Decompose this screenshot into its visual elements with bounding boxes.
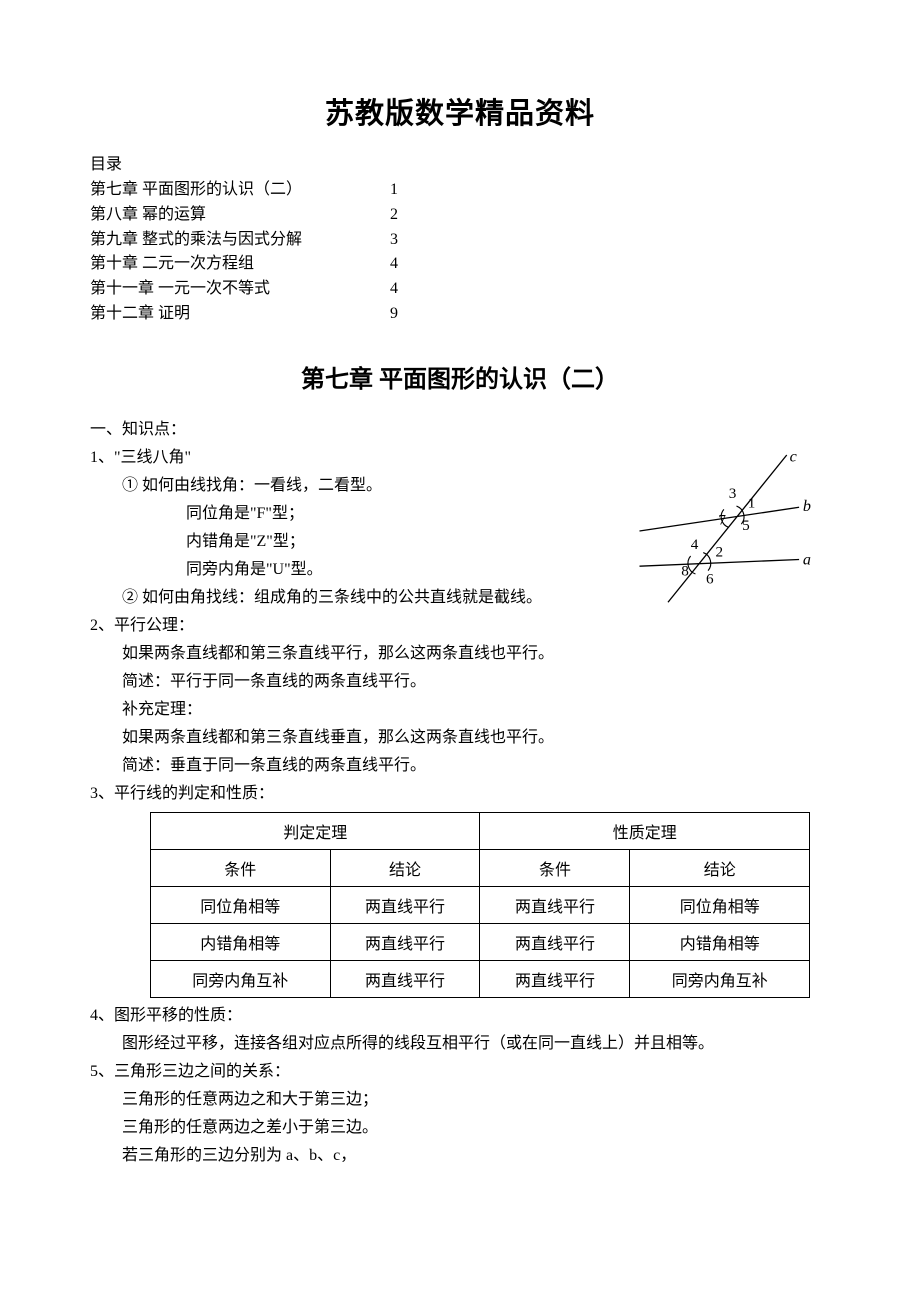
toc-page: 3 (390, 228, 420, 253)
toc-label: 第十一章 一元一次不等式 (90, 277, 390, 302)
toc-page: 2 (390, 203, 420, 228)
point-3-head: 3、平行线的判定和性质： (90, 780, 830, 808)
point-2-line: 如果两条直线都和第三条直线平行，那么这两条直线也平行。 (90, 640, 830, 668)
toc-label: 第十二章 证明 (90, 302, 390, 327)
toc-page: 9 (390, 302, 420, 327)
table-cell: 两直线平行 (480, 960, 630, 997)
toc-row: 第九章 整式的乘法与因式分解 3 (90, 228, 830, 253)
table-cell: 两直线平行 (330, 960, 480, 997)
table-cell: 同位角相等 (151, 886, 331, 923)
toc-label: 第七章 平面图形的认识（二） (90, 178, 390, 203)
table-cell: 两直线平行 (330, 886, 480, 923)
table-header: 结论 (630, 849, 810, 886)
toc-page: 1 (390, 178, 420, 203)
line-c (668, 455, 787, 602)
toc-row: 第七章 平面图形的认识（二） 1 (90, 178, 830, 203)
point-5-line: 三角形的任意两边之和大于第三边； (90, 1086, 830, 1114)
table-cell: 两直线平行 (480, 886, 630, 923)
table-row: 同旁内角互补 两直线平行 两直线平行 同旁内角互补 (151, 960, 810, 997)
toc-page: 4 (390, 252, 420, 277)
point-2-line: 简述：平行于同一条直线的两条直线平行。 (90, 668, 830, 696)
toc-row: 第十章 二元一次方程组 4 (90, 252, 830, 277)
label-2: 2 (716, 543, 724, 560)
label-c: c (790, 448, 797, 465)
toc-label: 第九章 整式的乘法与因式分解 (90, 228, 390, 253)
parallel-lines-table: 判定定理 性质定理 条件 结论 条件 结论 同位角相等 两直线平行 两直线平行 … (150, 812, 810, 998)
table-header: 条件 (151, 849, 331, 886)
table-row: 同位角相等 两直线平行 两直线平行 同位角相等 (151, 886, 810, 923)
table-header: 结论 (330, 849, 480, 886)
table-cell: 内错角相等 (151, 923, 331, 960)
table-header: 条件 (480, 849, 630, 886)
label-3: 3 (729, 485, 737, 502)
table-cell: 两直线平行 (480, 923, 630, 960)
table-cell: 两直线平行 (330, 923, 480, 960)
table-row: 内错角相等 两直线平行 两直线平行 内错角相等 (151, 923, 810, 960)
label-b: b (803, 498, 811, 515)
label-1: 1 (748, 494, 756, 511)
label-8: 8 (681, 562, 689, 579)
toc-row: 第八章 幂的运算 2 (90, 203, 830, 228)
point-2-line: 简述：垂直于同一条直线的两条直线平行。 (90, 752, 830, 780)
point-5-line: 若三角形的三边分别为 a、b、c， (90, 1142, 830, 1170)
point-2-line: 补充定理： (90, 696, 830, 724)
toc-heading: 目录 (90, 150, 830, 174)
label-6: 6 (706, 570, 714, 587)
table-cell: 同位角相等 (630, 886, 810, 923)
figure-labels: a b c 1 2 3 4 5 6 7 8 (681, 448, 811, 587)
toc-row: 第十二章 证明 9 (90, 302, 830, 327)
label-5: 5 (742, 517, 750, 534)
point-4-head: 4、图形平移的性质： (90, 1002, 830, 1030)
toc-label: 第十章 二元一次方程组 (90, 252, 390, 277)
table-row: 判定定理 性质定理 (151, 812, 810, 849)
point-5-line: 三角形的任意两边之差小于第三边。 (90, 1114, 830, 1142)
toc-label: 第八章 幂的运算 (90, 203, 390, 228)
table-cell: 同旁内角互补 (151, 960, 331, 997)
table-header: 性质定理 (480, 812, 810, 849)
toc-row: 第十一章 一元一次不等式 4 (90, 277, 830, 302)
table-row: 条件 结论 条件 结论 (151, 849, 810, 886)
three-lines-eight-angles-figure: a b c 1 2 3 4 5 6 7 8 (630, 446, 820, 616)
table-cell: 同旁内角互补 (630, 960, 810, 997)
label-7: 7 (718, 511, 726, 528)
point-2-line: 如果两条直线都和第三条直线垂直，那么这两条直线也平行。 (90, 724, 830, 752)
toc-page: 4 (390, 277, 420, 302)
table-header: 判定定理 (151, 812, 480, 849)
label-a: a (803, 551, 811, 568)
section-heading: 一、知识点： (90, 416, 830, 444)
table-cell: 内错角相等 (630, 923, 810, 960)
chapter-title: 第七章 平面图形的认识（二） (90, 359, 830, 394)
main-title: 苏教版数学精品资料 (90, 90, 830, 132)
label-4: 4 (691, 536, 699, 553)
point-4-line: 图形经过平移，连接各组对应点所得的线段互相平行（或在同一直线上）并且相等。 (90, 1030, 830, 1058)
point-5-head: 5、三角形三边之间的关系： (90, 1058, 830, 1086)
figure-lines (640, 455, 800, 602)
